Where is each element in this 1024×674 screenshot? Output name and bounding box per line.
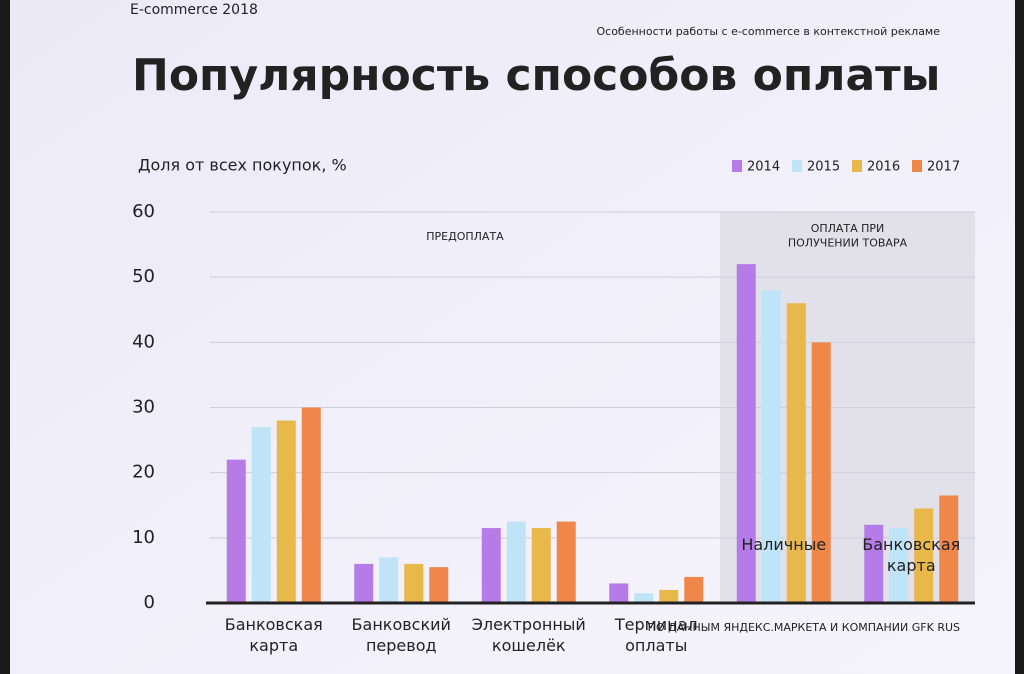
y-tick-label: 40 xyxy=(132,331,155,352)
bar xyxy=(251,427,271,603)
y-tick-label: 60 xyxy=(132,201,155,222)
bar xyxy=(506,521,526,603)
x-tick-label: Банковский перевод xyxy=(352,615,451,655)
y-tick-label: 20 xyxy=(132,462,155,483)
legend-swatch xyxy=(792,160,802,172)
bar xyxy=(556,521,576,603)
section-label: ОПЛАТА ПРИ ПОЛУЧЕНИИ ТОВАРА xyxy=(788,222,908,249)
bar xyxy=(429,567,449,603)
x-tick-label: Терминал оплаты xyxy=(614,615,698,655)
bar xyxy=(301,407,321,603)
bar xyxy=(684,576,704,603)
bar xyxy=(481,528,501,603)
y-axis-label: Доля от всех покупок, % xyxy=(138,156,347,175)
bar xyxy=(786,303,806,603)
legend-label: 2017 xyxy=(927,160,960,175)
bar xyxy=(864,524,884,603)
legend-swatch xyxy=(852,160,862,172)
legend-label: 2016 xyxy=(867,160,900,175)
bar xyxy=(609,583,629,603)
x-tick-label: Банковская карта xyxy=(862,535,960,575)
bar xyxy=(226,459,246,603)
bar xyxy=(811,342,831,603)
legend-swatch xyxy=(912,160,922,172)
y-tick-label: 10 xyxy=(132,527,155,548)
bar xyxy=(634,593,654,603)
bar xyxy=(404,563,424,603)
bar xyxy=(659,589,679,603)
bar xyxy=(379,557,399,603)
x-tick-label: Банковская карта xyxy=(225,615,323,655)
section-label: ПРЕДОПЛАТА xyxy=(426,230,504,243)
bar xyxy=(531,528,551,603)
bar xyxy=(761,290,781,603)
y-tick-label: 30 xyxy=(132,397,155,418)
bar xyxy=(889,528,909,603)
legend-label: 2014 xyxy=(747,160,780,175)
legend-label: 2015 xyxy=(807,160,840,175)
header: E-commerce 2018 xyxy=(130,2,258,18)
y-tick-label: 0 xyxy=(144,592,155,613)
bar xyxy=(276,420,296,603)
x-tick-label: Наличные xyxy=(741,535,826,554)
bar xyxy=(939,495,959,603)
source: ПО ДАННЫМ ЯНДЕКС.МАРКЕТА И КОМПАНИИ GFK … xyxy=(648,621,960,634)
y-tick-label: 50 xyxy=(132,266,155,287)
chart-title: Популярность способов оплаты xyxy=(132,50,940,101)
bar xyxy=(914,508,934,603)
subheader: Особенности работы с e-commerce в контек… xyxy=(597,25,941,38)
bar xyxy=(736,264,756,603)
legend-swatch xyxy=(732,160,742,172)
bar xyxy=(354,563,374,603)
x-tick-label: Электронный кошелёк xyxy=(472,615,586,655)
